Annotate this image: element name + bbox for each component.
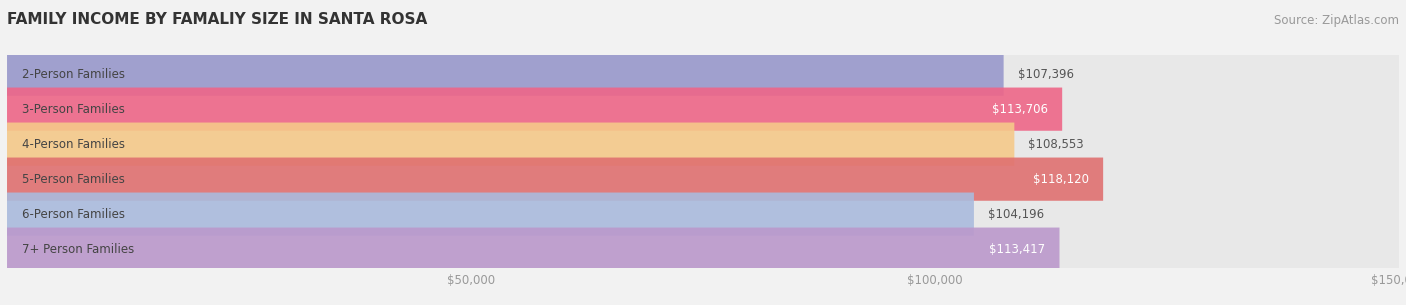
Text: $104,196: $104,196 [988, 208, 1045, 221]
Text: $108,553: $108,553 [1028, 138, 1084, 151]
FancyBboxPatch shape [7, 158, 1104, 201]
FancyBboxPatch shape [7, 192, 974, 236]
Text: 7+ Person Families: 7+ Person Families [22, 243, 135, 256]
Text: $118,120: $118,120 [1033, 173, 1090, 186]
FancyBboxPatch shape [7, 192, 1399, 236]
FancyBboxPatch shape [7, 123, 1014, 166]
FancyBboxPatch shape [7, 52, 1399, 96]
FancyBboxPatch shape [7, 158, 1399, 201]
FancyBboxPatch shape [7, 88, 1399, 131]
Text: $113,706: $113,706 [993, 103, 1049, 116]
Text: FAMILY INCOME BY FAMALIY SIZE IN SANTA ROSA: FAMILY INCOME BY FAMALIY SIZE IN SANTA R… [7, 12, 427, 27]
Text: 2-Person Families: 2-Person Families [22, 68, 125, 81]
FancyBboxPatch shape [7, 88, 1062, 131]
Text: $113,417: $113,417 [990, 243, 1046, 256]
Text: 5-Person Families: 5-Person Families [22, 173, 125, 186]
Text: 6-Person Families: 6-Person Families [22, 208, 125, 221]
FancyBboxPatch shape [7, 228, 1399, 271]
FancyBboxPatch shape [7, 228, 1060, 271]
FancyBboxPatch shape [7, 123, 1399, 166]
Text: 4-Person Families: 4-Person Families [22, 138, 125, 151]
Text: 3-Person Families: 3-Person Families [22, 103, 125, 116]
FancyBboxPatch shape [7, 52, 1004, 96]
Text: Source: ZipAtlas.com: Source: ZipAtlas.com [1274, 14, 1399, 27]
Text: $107,396: $107,396 [1018, 68, 1074, 81]
